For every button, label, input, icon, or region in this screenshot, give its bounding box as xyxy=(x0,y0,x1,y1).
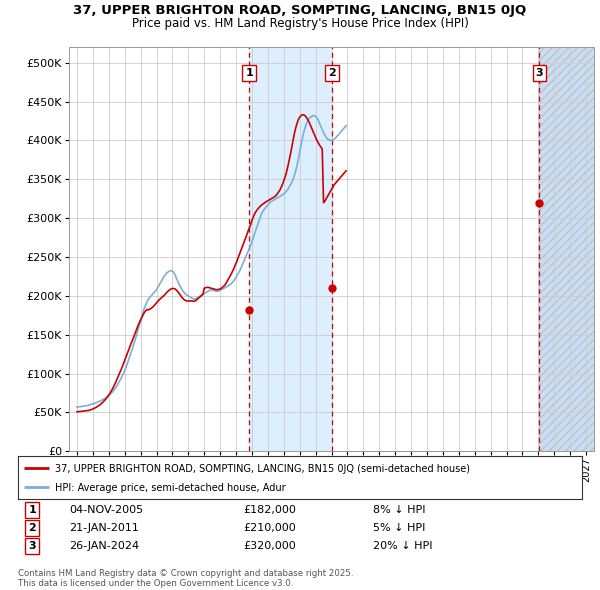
Text: 04-NOV-2005: 04-NOV-2005 xyxy=(69,506,143,515)
Text: 1: 1 xyxy=(245,68,253,78)
Text: £210,000: £210,000 xyxy=(244,523,296,533)
Text: 21-JAN-2011: 21-JAN-2011 xyxy=(69,523,139,533)
Text: Price paid vs. HM Land Registry's House Price Index (HPI): Price paid vs. HM Land Registry's House … xyxy=(131,17,469,30)
Text: £320,000: £320,000 xyxy=(244,541,296,550)
Text: HPI: Average price, semi-detached house, Adur: HPI: Average price, semi-detached house,… xyxy=(55,483,285,493)
Text: 2: 2 xyxy=(28,523,36,533)
Text: 20% ↓ HPI: 20% ↓ HPI xyxy=(373,541,433,550)
Text: 2: 2 xyxy=(328,68,336,78)
Text: 37, UPPER BRIGHTON ROAD, SOMPTING, LANCING, BN15 0JQ: 37, UPPER BRIGHTON ROAD, SOMPTING, LANCI… xyxy=(73,4,527,17)
Text: 3: 3 xyxy=(536,68,543,78)
Text: 37, UPPER BRIGHTON ROAD, SOMPTING, LANCING, BN15 0JQ (semi-detached house): 37, UPPER BRIGHTON ROAD, SOMPTING, LANCI… xyxy=(55,464,470,474)
Text: 3: 3 xyxy=(28,541,36,550)
Bar xyxy=(539,47,594,451)
Bar xyxy=(539,47,594,451)
Text: 8% ↓ HPI: 8% ↓ HPI xyxy=(373,506,426,515)
Text: Contains HM Land Registry data © Crown copyright and database right 2025.
This d: Contains HM Land Registry data © Crown c… xyxy=(18,569,353,588)
Bar xyxy=(250,47,332,451)
Text: £182,000: £182,000 xyxy=(244,506,296,515)
Text: 26-JAN-2024: 26-JAN-2024 xyxy=(69,541,139,550)
Text: 5% ↓ HPI: 5% ↓ HPI xyxy=(373,523,425,533)
Text: 1: 1 xyxy=(28,506,36,515)
